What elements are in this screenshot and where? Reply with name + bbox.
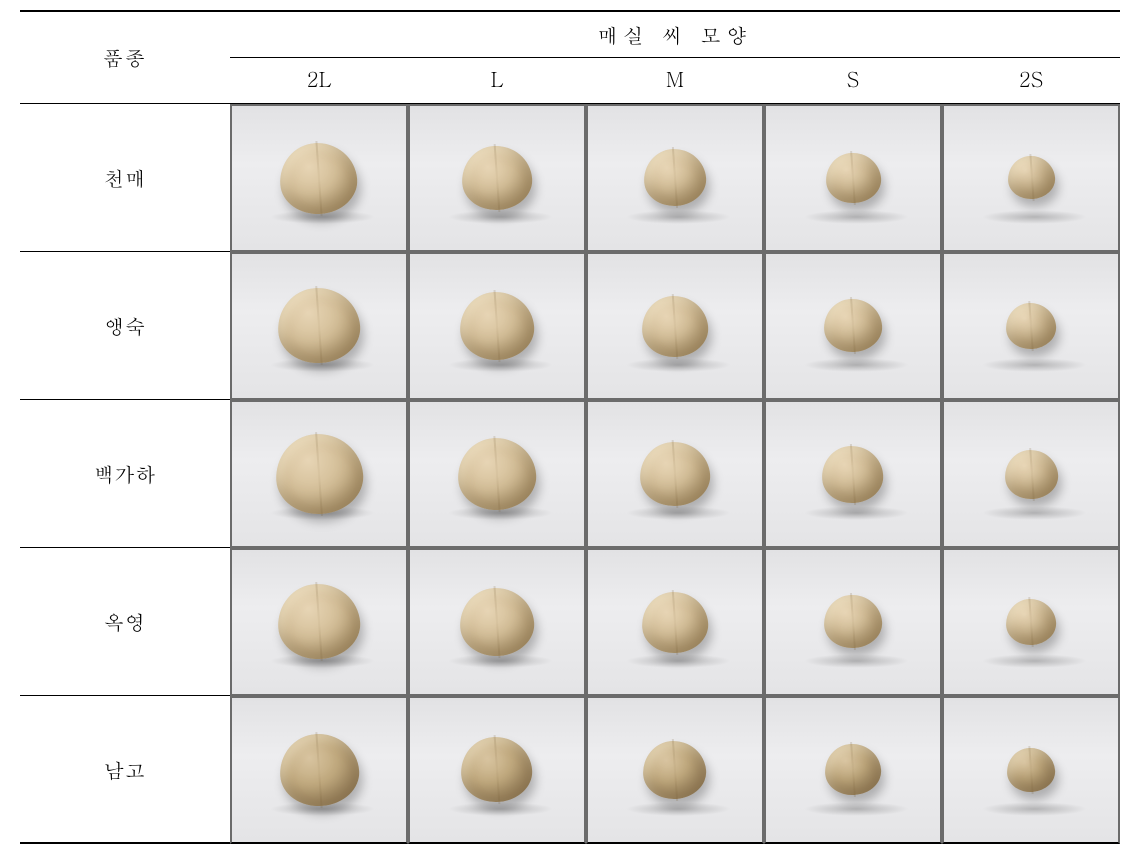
seed-icon [278, 140, 360, 216]
seed-icon [640, 589, 710, 654]
seed-icon [640, 293, 710, 358]
seed-shadow [626, 358, 730, 372]
seed-cell [942, 252, 1120, 400]
seed-icon [1006, 155, 1056, 201]
col-head-l: L [408, 58, 586, 103]
seed-shadow [804, 210, 908, 224]
seed-shadow [626, 210, 730, 224]
seed-icon [638, 439, 712, 508]
table-row: 앵숙 [20, 252, 1120, 400]
seed-cell [942, 104, 1120, 252]
seed-image-row [230, 104, 1120, 252]
seed-icon [641, 739, 708, 802]
seed-icon [1004, 597, 1057, 646]
seed-shadow [982, 506, 1086, 520]
seed-shadow [982, 210, 1086, 224]
seed-icon [822, 297, 884, 354]
seed-cell [230, 104, 408, 252]
seed-image-row [230, 252, 1120, 400]
seed-icon [1004, 301, 1057, 350]
seed-cell [764, 400, 942, 548]
seed-icon [642, 147, 708, 208]
seed-image-row [230, 696, 1120, 844]
seed-cell [586, 252, 764, 400]
seed-cell [586, 548, 764, 696]
seed-cell [408, 104, 586, 252]
variety-label: 남고 [20, 696, 230, 844]
seed-shadow [804, 802, 908, 816]
seed-icon [275, 582, 362, 663]
seed-shadow [626, 506, 730, 520]
seed-icon [277, 731, 361, 809]
variety-label: 앵숙 [20, 252, 230, 400]
seed-icon [460, 144, 534, 213]
seed-shadow [804, 654, 908, 668]
seed-shadow [804, 506, 908, 520]
seed-cell [764, 252, 942, 400]
col-head-m: M [586, 58, 764, 103]
seed-shadow [626, 654, 730, 668]
seed-shadow [626, 802, 730, 816]
seed-icon [458, 585, 537, 658]
table-header: 품종 매실 씨 모양 2L L M S 2S [20, 10, 1120, 104]
seed-cell [408, 252, 586, 400]
row-header-label: 품종 [20, 12, 230, 103]
seed-icon [824, 151, 882, 205]
seed-cell [586, 696, 764, 844]
seed-cell [586, 400, 764, 548]
seed-icon [1006, 746, 1057, 793]
seed-image-row [230, 400, 1120, 548]
seed-icon [820, 444, 885, 505]
seed-shadow [448, 802, 552, 816]
seed-icon [1003, 448, 1059, 500]
size-columns-header: 2L L M S 2S [230, 58, 1120, 103]
seed-shape-table: 품종 매실 씨 모양 2L L M S 2S 천매앵숙백가하옥영남고 [20, 10, 1120, 844]
col-head-2s: 2S [942, 58, 1120, 103]
seed-cell [942, 400, 1120, 548]
seed-shadow [804, 358, 908, 372]
sizes-header-group: 매실 씨 모양 2L L M S 2S [230, 12, 1120, 103]
seed-icon [822, 593, 884, 650]
table-row: 옥영 [20, 548, 1120, 696]
seed-shadow [448, 210, 552, 224]
table-row: 백가하 [20, 400, 1120, 548]
seed-cell [408, 548, 586, 696]
seed-cell [230, 400, 408, 548]
seed-cell [764, 548, 942, 696]
seed-cell [408, 400, 586, 548]
col-head-s: S [764, 58, 942, 103]
seed-icon [455, 435, 538, 512]
seed-cell [230, 548, 408, 696]
seed-cell [764, 696, 942, 844]
group-header-label: 매실 씨 모양 [230, 12, 1120, 58]
table-row: 천매 [20, 104, 1120, 252]
variety-label: 백가하 [20, 400, 230, 548]
seed-icon [275, 286, 362, 367]
seed-cell [230, 252, 408, 400]
seed-shadow [982, 802, 1086, 816]
seed-shadow [982, 654, 1086, 668]
seed-shadow [982, 358, 1086, 372]
variety-label: 옥영 [20, 548, 230, 696]
seed-cell [764, 104, 942, 252]
seed-icon [458, 289, 537, 362]
seed-icon [273, 431, 365, 517]
table-row: 남고 [20, 696, 1120, 844]
seed-cell [942, 696, 1120, 844]
col-head-2l: 2L [230, 58, 408, 103]
seed-cell [586, 104, 764, 252]
seed-image-row [230, 548, 1120, 696]
seed-cell [230, 696, 408, 844]
seed-cell [408, 696, 586, 844]
seed-icon [823, 743, 882, 798]
variety-label: 천매 [20, 104, 230, 252]
seed-cell [942, 548, 1120, 696]
seed-icon [459, 735, 534, 805]
